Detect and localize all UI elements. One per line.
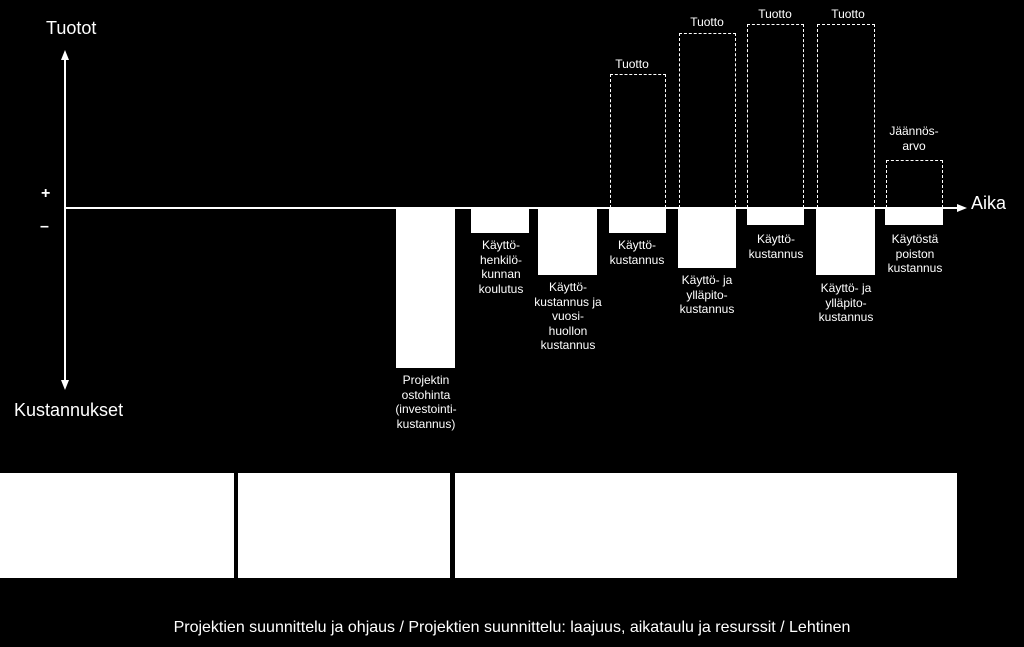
cost-label-operating-2: Käyttö- kustannus <box>748 232 804 261</box>
cost-label-maintenance-1: Käyttö- ja ylläpito- kustannus <box>679 273 735 316</box>
cost-bar-operating-2 <box>747 208 804 225</box>
revenue-label-2: Tuotto <box>690 15 724 29</box>
revenue-box-4 <box>817 24 875 208</box>
revenue-box-2 <box>679 33 736 208</box>
revenue-box-3 <box>747 24 804 208</box>
cost-label-operating-service: Käyttö- kustannus ja vuosi- huollon kust… <box>534 280 602 352</box>
cost-bar-training <box>471 208 529 233</box>
phase-box-2 <box>238 473 450 578</box>
residual-value-label: Jäännös- arvo <box>889 124 939 153</box>
revenue-label-1: Tuotto <box>615 57 649 71</box>
cost-bar-purchase <box>396 208 455 368</box>
x-axis-label: Aika <box>971 193 1007 213</box>
cost-label-disposal: Käytöstä poiston kustannus <box>887 232 943 275</box>
cost-label-purchase: Projektin ostohinta (investointi- kustan… <box>395 373 457 431</box>
residual-value-box <box>886 160 943 208</box>
cost-bar-maintenance-2 <box>816 208 875 275</box>
plus-sign: + <box>41 185 51 202</box>
revenue-label-3: Tuotto <box>758 7 792 21</box>
phase-box-3 <box>455 473 957 578</box>
cost-label-maintenance-2: Käyttö- ja ylläpito- kustannus <box>818 281 874 324</box>
revenue-box-1 <box>610 74 666 208</box>
cost-bar-maintenance-1 <box>678 208 736 268</box>
footer-caption: Projektien suunnittelu ja ohjaus / Proje… <box>173 619 851 636</box>
y-axis-top-label: Tuotot <box>46 18 97 38</box>
cost-bar-disposal <box>885 208 943 225</box>
revenue-label-4: Tuotto <box>831 7 865 21</box>
cost-label-operating-1: Käyttö- kustannus <box>609 238 665 267</box>
cost-label-training: Käyttö- henkilö- kunnan koulutus <box>478 238 524 296</box>
minus-sign: – <box>40 218 49 235</box>
phase-box-1 <box>0 473 234 578</box>
cost-bar-operating-service <box>538 208 597 275</box>
y-axis-bottom-label: Kustannukset <box>14 400 124 420</box>
cost-bar-operating-1 <box>609 208 666 233</box>
